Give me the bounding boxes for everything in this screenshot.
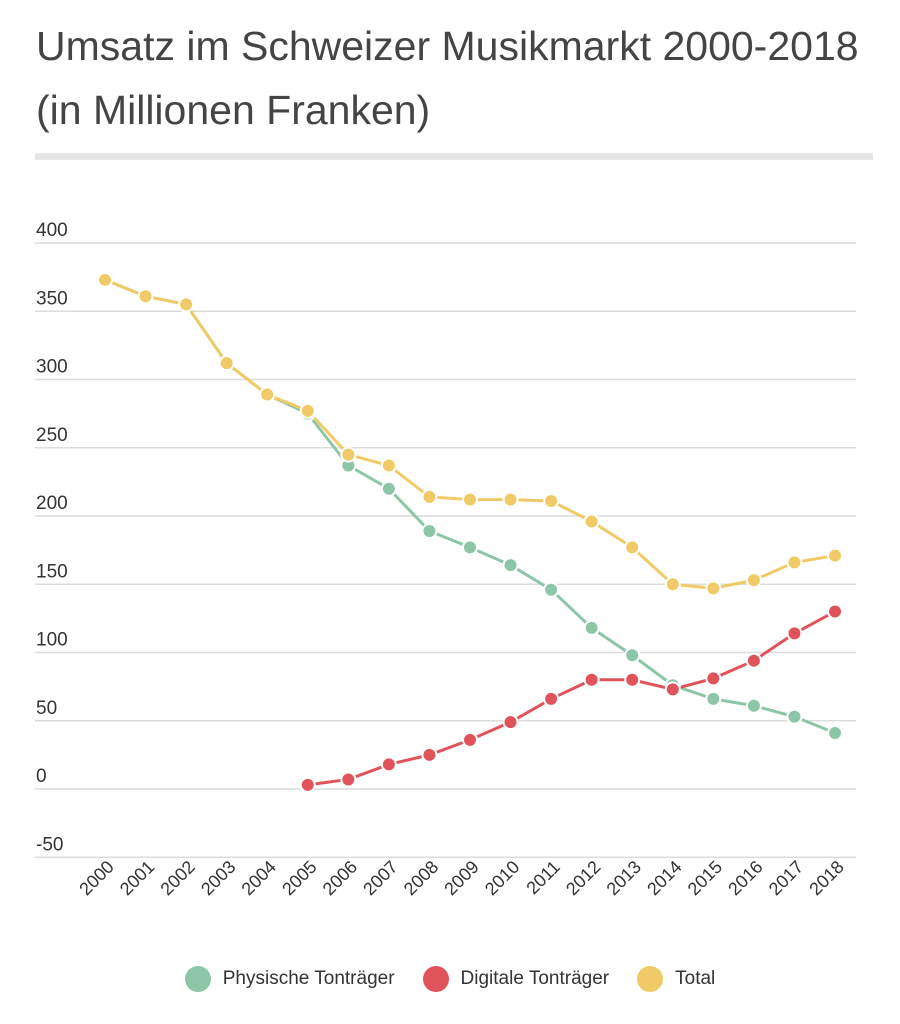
data-point xyxy=(462,539,478,556)
y-tick-label: 400 xyxy=(36,220,68,241)
data-point xyxy=(583,513,600,530)
data-point xyxy=(299,776,316,793)
data-point xyxy=(178,296,195,313)
x-tick-label: 2013 xyxy=(603,857,645,899)
x-tick-label: 2005 xyxy=(278,857,320,899)
data-point xyxy=(543,492,560,509)
data-point xyxy=(827,725,843,742)
x-tick-label: 2003 xyxy=(197,857,239,899)
legend-item[interactable]: Digitale Tonträger xyxy=(422,966,610,992)
data-point xyxy=(299,402,316,419)
chart-title: Umsatz im Schweizer Musikmarkt 2000-2018… xyxy=(36,23,859,133)
x-tick-label: 2009 xyxy=(440,857,482,899)
data-point xyxy=(786,554,803,571)
data-point xyxy=(340,446,357,463)
data-point xyxy=(543,690,560,707)
x-tick-label: 2017 xyxy=(765,857,807,899)
data-point xyxy=(624,671,641,688)
data-point xyxy=(421,488,438,505)
data-point xyxy=(745,572,762,589)
data-point xyxy=(340,771,357,788)
data-point xyxy=(705,580,722,597)
x-tick-label: 2014 xyxy=(643,857,685,899)
data-point xyxy=(218,355,235,372)
data-point xyxy=(827,547,843,564)
legend-item[interactable]: Physische Tonträger xyxy=(184,966,395,992)
data-point xyxy=(259,386,276,403)
x-tick-label: 2018 xyxy=(805,857,847,899)
data-point xyxy=(380,756,397,773)
data-point xyxy=(137,288,154,305)
legend-marker-icon xyxy=(422,966,449,992)
data-point xyxy=(502,491,519,508)
data-point xyxy=(664,576,681,593)
y-tick-label: 150 xyxy=(36,561,68,582)
y-tick-label: 300 xyxy=(36,357,68,378)
data-point xyxy=(380,480,397,497)
y-tick-label: 350 xyxy=(36,288,68,309)
legend-marker-icon xyxy=(184,966,211,992)
data-point xyxy=(502,557,519,574)
data-point xyxy=(97,271,113,288)
x-tick-label: 2012 xyxy=(562,857,604,899)
x-tick-label: 2011 xyxy=(522,857,564,899)
y-tick-label: 0 xyxy=(36,766,47,787)
legend-label: Total xyxy=(675,968,716,989)
x-tick-label: 2015 xyxy=(684,857,726,899)
data-point xyxy=(745,697,762,714)
data-point xyxy=(462,731,478,748)
data-point xyxy=(786,708,803,725)
legend-item[interactable]: Total xyxy=(637,966,715,992)
legend-label: Digitale Tonträger xyxy=(460,968,610,989)
x-tick-label: 2006 xyxy=(319,857,361,899)
y-tick-label: -50 xyxy=(36,834,63,855)
data-point xyxy=(380,457,397,474)
data-point xyxy=(705,670,722,687)
data-point xyxy=(786,625,803,642)
y-tick-label: 250 xyxy=(36,425,68,446)
data-point xyxy=(624,539,641,556)
data-point xyxy=(583,671,600,688)
x-tick-label: 2001 xyxy=(116,857,158,899)
data-point xyxy=(745,652,762,669)
x-tick-label: 2008 xyxy=(400,857,442,899)
data-point xyxy=(583,619,600,636)
data-point xyxy=(502,714,519,731)
x-tick-label: 2000 xyxy=(75,857,117,899)
x-tick-label: 2010 xyxy=(481,857,523,899)
y-tick-label: 100 xyxy=(36,630,68,651)
legend: Physische Tonträger Digitale Tonträger Tot… xyxy=(0,966,900,992)
data-point xyxy=(421,523,438,540)
data-point xyxy=(664,681,681,698)
y-tick-label: 50 xyxy=(36,698,57,719)
data-point xyxy=(827,603,843,620)
data-point xyxy=(421,746,438,763)
data-point xyxy=(462,491,478,508)
line-chart: 400350300250200150100500-502000200120022… xyxy=(35,220,856,899)
legend-marker-icon xyxy=(637,966,664,992)
y-tick-label: 200 xyxy=(36,493,68,514)
data-point xyxy=(705,690,722,707)
legend-label: Physische Tonträger xyxy=(222,968,395,989)
x-tick-label: 2004 xyxy=(238,857,280,899)
data-point xyxy=(543,581,560,598)
x-tick-label: 2007 xyxy=(359,857,401,899)
x-tick-label: 2016 xyxy=(724,857,766,899)
x-tick-label: 2002 xyxy=(156,857,198,899)
title-divider xyxy=(35,153,873,160)
data-point xyxy=(624,647,641,664)
